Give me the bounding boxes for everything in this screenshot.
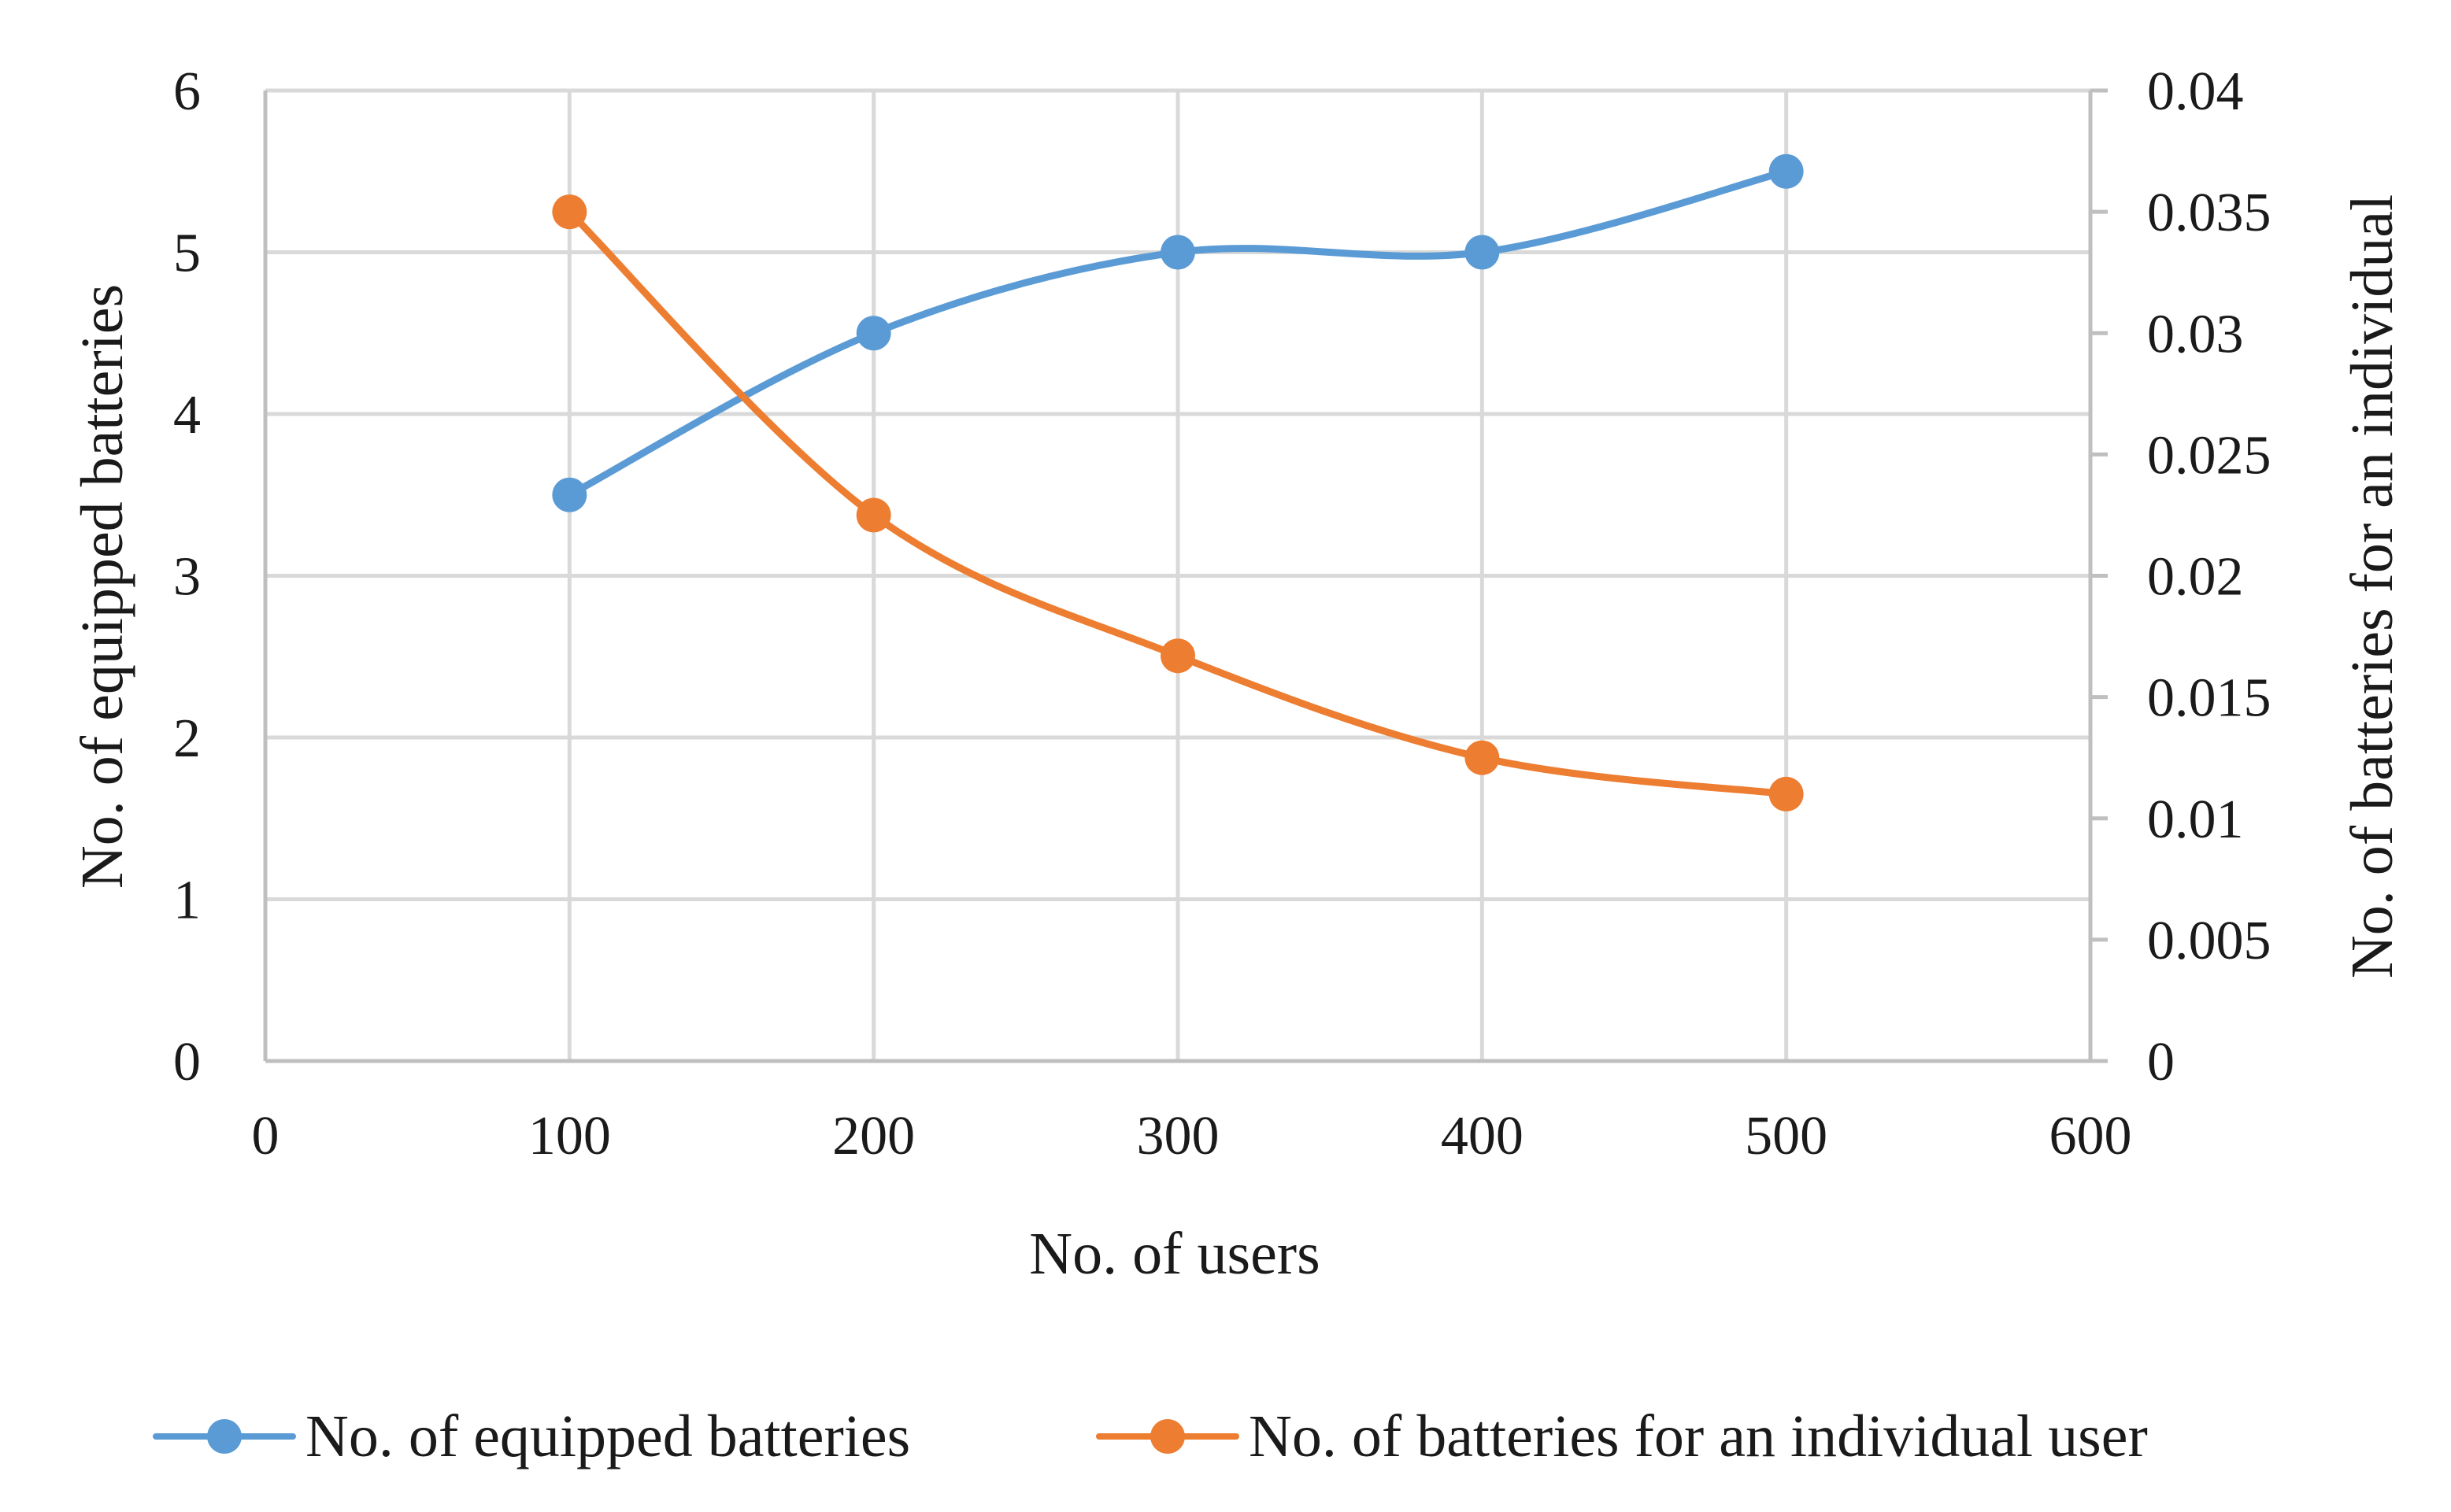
x-tick-label: 600: [2049, 1106, 2132, 1166]
y-tick-label: 5: [173, 224, 201, 284]
y-tick-label: 2: [173, 708, 201, 769]
axes: [263, 88, 2108, 1063]
data-point-equipped-batteries: [552, 477, 587, 512]
legend-item-equipped-batteries: No. of equipped batteries: [153, 1403, 910, 1469]
x-tick-label: 300: [1137, 1106, 1220, 1166]
x-tick-label: 0: [252, 1106, 280, 1166]
legend-item-batteries-per-user: No. of batteries for an individual user: [1096, 1403, 2148, 1469]
data-point-batteries-per-user: [1464, 740, 1500, 775]
y2-tick-label: 0.03: [2147, 304, 2244, 364]
y2-tick-label: 0.01: [2147, 789, 2244, 850]
x-axis-title: No. of users: [1029, 1221, 1320, 1287]
y2-tick-label: 0.02: [2147, 547, 2244, 608]
legend-marker-batteries-per-user: [1150, 1419, 1185, 1454]
data-point-batteries-per-user: [1768, 776, 1804, 811]
series: [552, 153, 1804, 811]
y-tick-label: 0: [173, 1032, 201, 1092]
x-tick-label: 200: [832, 1106, 915, 1166]
data-point-batteries-per-user: [856, 497, 891, 533]
data-point-batteries-per-user: [552, 194, 587, 230]
data-point-batteries-per-user: [1161, 638, 1195, 674]
y2-tick-label: 0.035: [2147, 183, 2271, 243]
y2-tick-label: 0.005: [2147, 911, 2271, 971]
x-tick-label: 400: [1441, 1106, 1524, 1166]
y2-tick-label: 0: [2147, 1032, 2175, 1092]
y-tick-label: 3: [173, 547, 201, 608]
y2-tick-label: 0.04: [2147, 61, 2244, 122]
data-point-equipped-batteries: [856, 316, 891, 351]
y2-tick-label: 0.025: [2147, 425, 2271, 486]
data-point-equipped-batteries: [1161, 235, 1195, 270]
series-batteries-per-user: [552, 194, 1804, 811]
x-tick-label: 100: [528, 1106, 611, 1166]
legend-label-batteries-per-user: No. of batteries for an individual user: [1249, 1403, 2148, 1469]
x-tick-label: 500: [1745, 1106, 1827, 1166]
y-axis-title: No. of equipped batteries: [69, 284, 135, 889]
y-tick-label: 1: [173, 871, 201, 931]
y-tick-label: 6: [173, 61, 201, 122]
legend: No. of equipped batteries No. of batteri…: [153, 1403, 2148, 1469]
y-tick-label: 4: [173, 385, 201, 445]
data-point-equipped-batteries: [1464, 235, 1500, 270]
y2-tick-label: 0.015: [2147, 668, 2271, 729]
tick-labels: 0 100 200 300 400 500 600012345600.0050.010.01…: [173, 61, 2271, 1166]
legend-label-equipped-batteries: No. of equipped batteries: [305, 1403, 910, 1469]
legend-marker-equipped-batteries: [207, 1419, 242, 1454]
series-equipped-batteries: [552, 153, 1804, 512]
y2-axis-title: No. of batteries for an individual: [2339, 194, 2405, 978]
data-point-equipped-batteries: [1768, 153, 1804, 189]
